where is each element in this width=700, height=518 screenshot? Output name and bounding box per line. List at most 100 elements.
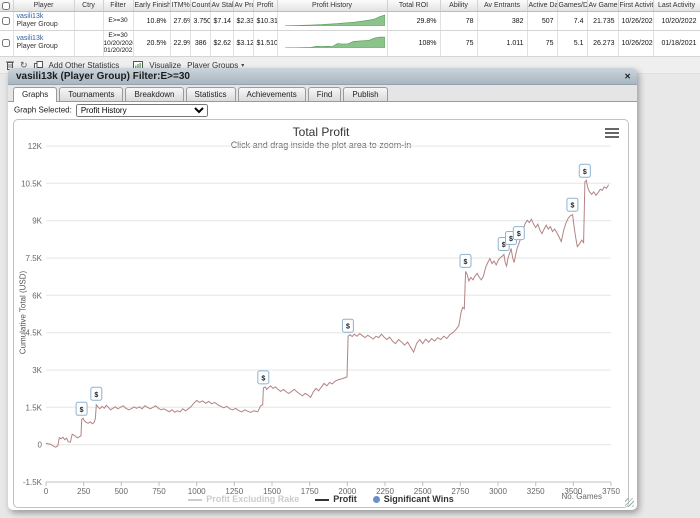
column-header-player[interactable]: Player (13, 0, 75, 12)
x-tick-label: 1750 (301, 487, 319, 496)
player-cell: vasili13k Player Group (13, 30, 75, 57)
table-row: vasili13k Player Group E>=30 10/20/2020 01/2… (0, 30, 700, 57)
significant-win-marker[interactable] (566, 197, 579, 212)
tab-achievements[interactable]: Achievements (237, 87, 306, 101)
legend-item-profit[interactable]: Profit (315, 494, 357, 504)
chart-menu-icon[interactable] (605, 128, 619, 140)
column-header-first-activity[interactable]: First Activity (618, 0, 654, 12)
column-header-itm-[interactable]: ITM% (170, 0, 191, 12)
profit-history-sparkline (284, 14, 385, 27)
legend-label: Profit (333, 494, 357, 504)
y-tick-label: 6K (32, 291, 42, 300)
tab-publish[interactable]: Publish (343, 87, 388, 101)
profit-history-sparkline (284, 36, 385, 49)
stat-cell: $2.62 (210, 30, 234, 57)
chart-container: Total Profit Click and drag inside the p… (13, 119, 629, 508)
significant-win-marker[interactable] (75, 401, 88, 416)
graph-select[interactable]: Profit History (75, 104, 208, 117)
column-header-last-activity[interactable]: Last Activity (653, 0, 700, 12)
player-link[interactable]: vasili13k (16, 35, 44, 43)
legend-item-profit-excluding-rake[interactable]: Profit Excluding Rake (188, 494, 299, 504)
column-header-filter[interactable]: Filter (103, 0, 134, 12)
significant-win-glyph: $ (583, 169, 587, 176)
stat-cell: 20.5% (133, 30, 171, 57)
country-cell (74, 30, 104, 57)
column-header-av-prof[interactable]: Av Prof (233, 0, 254, 12)
column-header-early-finishes[interactable]: Early Finishes (133, 0, 171, 12)
tab-tournaments[interactable]: Tournaments (59, 87, 124, 101)
column-header-count[interactable]: Count (190, 0, 211, 12)
y-tick-label: 7.5K (26, 254, 43, 263)
significant-win-marker[interactable] (459, 253, 472, 268)
tab-statistics[interactable]: Statistics (185, 87, 236, 101)
row-checkbox[interactable] (2, 39, 11, 48)
y-tick-label: 12K (28, 142, 43, 151)
x-tick-label: 3250 (527, 487, 545, 496)
y-tick-label: 9K (32, 217, 42, 226)
panel-title: vasili13k (Player Group) Filter:E>=30 (16, 71, 190, 82)
close-icon[interactable]: ✕ (624, 72, 631, 81)
legend-item-significant-wins[interactable]: Significant Wins (372, 494, 454, 504)
column-header-active-days[interactable]: Active Days (527, 0, 558, 12)
resize-grip[interactable] (625, 498, 634, 507)
stat-cell: 78 (440, 11, 478, 32)
significant-win-marker[interactable] (578, 163, 591, 178)
column-header-profit[interactable]: Profit (253, 0, 278, 12)
stat-cell: 5.1 (557, 30, 588, 57)
x-tick-label: 1250 (225, 487, 243, 496)
chevron-down-icon: ▾ (241, 62, 245, 69)
y-tick-label: 10.5K (21, 179, 43, 188)
legend-circle-swatch (372, 496, 380, 504)
player-groups-menu[interactable]: Player Groups (187, 60, 239, 70)
significant-win-glyph: $ (517, 231, 521, 238)
player-link[interactable]: vasili13k (16, 13, 44, 20)
stat-cell: 75 (527, 30, 558, 57)
select-all-checkbox[interactable] (2, 1, 11, 10)
chart-legend: Profit Excluding Rake Profit Significant W… (14, 494, 628, 504)
tab-breakdown[interactable]: Breakdown (125, 87, 184, 101)
significant-win-marker[interactable] (341, 318, 354, 333)
stat-cell: 3.750 (190, 11, 211, 32)
stat-cell: 26.273 (587, 30, 619, 57)
x-tick-label: 1500 (263, 487, 281, 496)
significant-win-marker[interactable] (257, 370, 270, 385)
column-header-games-day[interactable]: Games/Day (557, 0, 588, 12)
column-header-av-stake[interactable]: Av Stake (210, 0, 234, 12)
column-header-ctry[interactable]: Ctry (74, 0, 104, 12)
stat-cell: $10.319 (253, 11, 278, 32)
profit-line-series (45, 179, 610, 448)
x-tick-label: 0 (44, 487, 49, 496)
x-tick-label: 2500 (414, 487, 432, 496)
tab-graphs[interactable]: Graphs (13, 87, 58, 102)
player-group-panel: vasili13k (Player Group) Filter:E>=30 ✕ … (8, 68, 637, 510)
add-other-statistics-button[interactable]: Add Other Statistics (48, 60, 120, 70)
column-header-total-roi[interactable]: Total ROI (387, 0, 441, 12)
stat-cell: 21.735 (587, 11, 619, 32)
player-cell: vasili13k Player Group (13, 11, 75, 32)
legend-line-swatch (188, 498, 203, 501)
column-header-profit-history[interactable]: Profit History (277, 0, 388, 12)
stat-cell: 01/18/2021 (653, 30, 700, 57)
column-header-av-game-l[interactable]: Av Game L (587, 0, 619, 12)
x-tick-label: 2000 (338, 487, 356, 496)
x-tick-label: 250 (77, 487, 91, 496)
profit-history-cell (277, 30, 388, 57)
visualize-button[interactable]: Visualize (149, 60, 182, 70)
significant-win-marker[interactable] (512, 226, 525, 241)
row-checkbox[interactable] (2, 17, 11, 26)
column-header-ability[interactable]: Ability (440, 0, 478, 12)
y-tick-label: 1.5K (26, 403, 43, 412)
stat-cell: 10/20/2022 (653, 11, 700, 32)
player-group-label: Player Group (16, 21, 58, 29)
stat-cell: 382 (477, 11, 528, 32)
column-header-av-entrants[interactable]: Av Entrants (477, 0, 528, 12)
x-axis-title: No. Games (561, 492, 602, 501)
stat-cell: 10/26/2020 (618, 30, 654, 57)
significant-win-marker[interactable] (90, 386, 103, 401)
chart-title: Total Profit (292, 125, 350, 139)
refresh-icon[interactable]: ↻ (20, 59, 28, 70)
tab-find[interactable]: Find (307, 87, 342, 101)
stat-cell: 27.6% (170, 11, 191, 32)
